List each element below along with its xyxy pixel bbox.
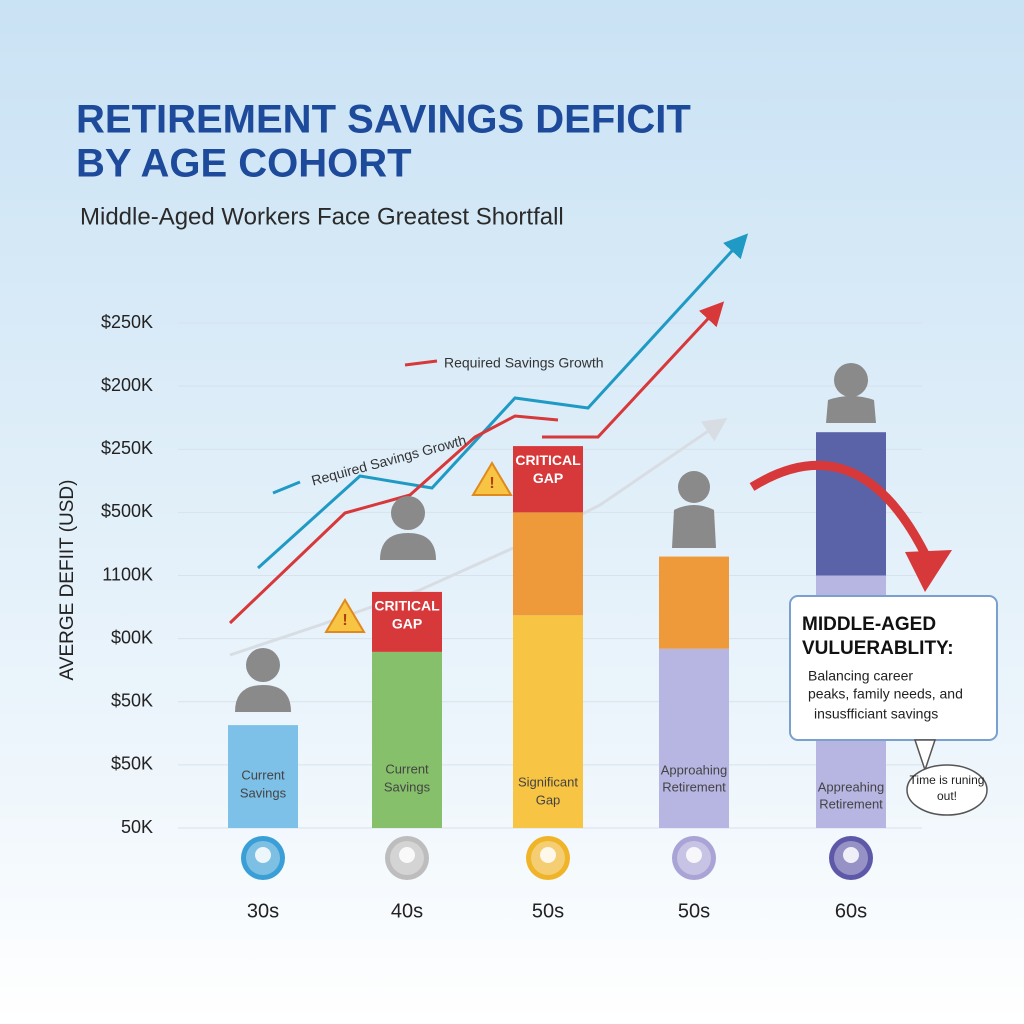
category-icon-head — [843, 847, 859, 863]
bar-segment — [228, 725, 298, 828]
bar-label: Retirement — [819, 796, 883, 811]
segment-label: CRITICAL — [515, 452, 581, 468]
curved-arrow — [749, 460, 933, 562]
bar-label: Approahing — [661, 762, 728, 777]
y-tick-label: $50K — [111, 754, 153, 774]
y-tick-label: 50K — [121, 817, 153, 837]
bar-label: Significant — [518, 774, 578, 789]
trend-line — [229, 417, 728, 657]
y-tick-label: $500K — [101, 501, 153, 521]
bar-segment — [659, 648, 729, 828]
bar-segment — [372, 651, 442, 828]
callout-title: MIDDLE-AGED — [802, 614, 936, 635]
y-tick-label: $200K — [101, 375, 153, 395]
callout-text: Balancing career — [808, 668, 913, 684]
trend-line — [542, 301, 725, 439]
x-tick-label: 50s — [678, 900, 710, 922]
people — [235, 363, 876, 712]
bar-segment — [372, 591, 442, 652]
bar-segment — [513, 615, 583, 828]
svg-text:!: ! — [342, 612, 347, 629]
bar-label: Savings — [240, 785, 287, 800]
x-tick-label: 50s — [532, 900, 564, 922]
warning-icons: ! ! — [324, 461, 513, 633]
bubble-tail — [913, 739, 937, 773]
bar-segment — [816, 432, 886, 576]
y-tick-label: $00K — [111, 627, 153, 647]
bar-label: Gap — [536, 792, 561, 807]
callout-title: VULUERABLITY: — [802, 638, 954, 659]
y-tick-label: $250K — [101, 438, 153, 458]
category-icon-head — [255, 847, 271, 863]
category-icon-head — [399, 847, 415, 863]
callout-text: insusfficiant savings — [814, 706, 938, 722]
y-tick-label: $250K — [101, 312, 153, 332]
segment-label: GAP — [392, 616, 422, 632]
y-tick-label: 1100K — [102, 564, 153, 584]
bars: Current Savings 30s CRITICAL GAP Current Savin… — [228, 432, 886, 922]
bar-segment — [659, 556, 729, 649]
callout-text: peaks, family needs, and — [808, 686, 963, 702]
bar-label: Current — [241, 767, 285, 782]
x-tick-label: 60s — [835, 900, 867, 922]
trend-lines — [228, 233, 749, 657]
x-tick-label: 30s — [247, 900, 279, 922]
title-line: BY AGE COHORT — [76, 142, 412, 186]
arrow-head — [905, 550, 952, 592]
trend-line — [228, 414, 559, 625]
speech-bubble — [906, 764, 988, 816]
bubble-text: out! — [937, 789, 957, 803]
bar-label: Current — [385, 761, 429, 776]
callout-box — [789, 595, 998, 741]
bar-label: Savings — [384, 779, 431, 794]
segment-label: GAP — [533, 470, 563, 486]
legend-swatch — [404, 359, 438, 367]
subtitle: Middle-Aged Workers Face Greatest Shortf… — [80, 203, 564, 230]
y-tick-label: $50K — [111, 691, 153, 711]
trend-line — [256, 233, 749, 570]
bar-segment — [513, 446, 583, 513]
bar-segment — [513, 512, 583, 616]
segment-label: CRITICAL — [374, 598, 440, 614]
bar-label: Appreahing — [818, 779, 885, 794]
y-axis-label: AVERGE DEFIIT (USD) — [57, 480, 78, 681]
line-label: Required Savings Growth — [444, 355, 604, 371]
title-line: RETIREMENT SAVINGS DEFICIT — [76, 98, 691, 142]
category-icon-head — [686, 847, 702, 863]
bar-label: Retirement — [662, 779, 726, 794]
bubble-text: Time is runing — [910, 773, 985, 787]
x-tick-label: 40s — [391, 900, 423, 922]
category-icon-head — [540, 847, 556, 863]
svg-text:!: ! — [489, 475, 494, 492]
trend-line — [272, 480, 301, 495]
